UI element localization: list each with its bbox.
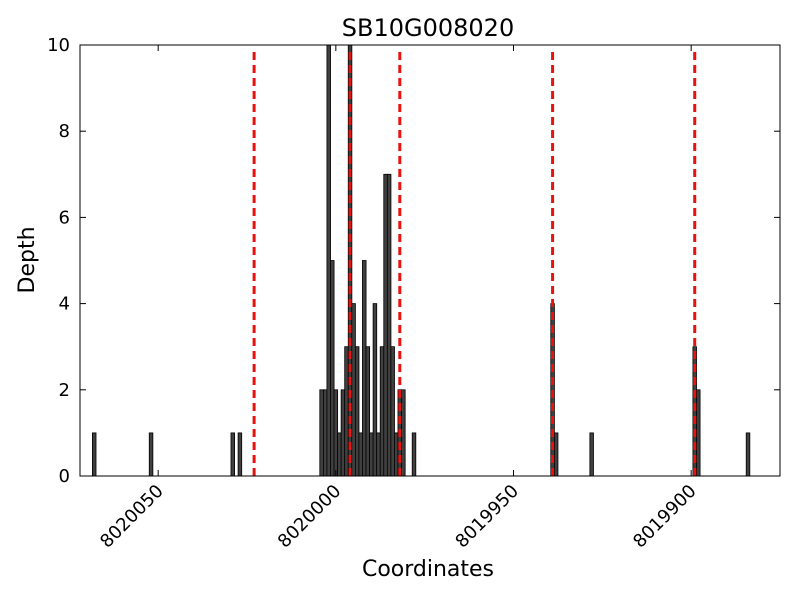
y-axis-title: Depth	[15, 226, 40, 293]
depth-bar	[340, 389, 346, 477]
depth-bar	[383, 173, 388, 477]
depth-bar	[401, 389, 406, 477]
depth-bar	[589, 432, 594, 477]
x-axis-title: Coordinates	[362, 557, 494, 582]
depth-bar	[344, 346, 349, 477]
depth-bar	[696, 389, 701, 477]
chart-title: SB10G008020	[342, 14, 514, 42]
depth-bar	[386, 173, 392, 477]
x-tick-label: 8019900	[629, 481, 701, 553]
depth-bar	[322, 389, 328, 477]
depth-bar	[362, 260, 367, 477]
depth-bar	[230, 432, 235, 477]
depth-bar	[369, 432, 374, 477]
depth-bar	[333, 389, 339, 477]
depth-bar	[319, 389, 324, 477]
depth-bar	[365, 346, 371, 477]
depth-bar	[148, 432, 154, 477]
y-tick-label: 2	[59, 380, 70, 401]
plot-frame	[79, 44, 781, 477]
depth-bar	[351, 303, 356, 477]
y-tick-label: 4	[59, 294, 70, 315]
vlines-layer	[252, 51, 697, 476]
y-tick-label: 8	[59, 121, 70, 142]
depth-bar	[745, 432, 751, 477]
depth-bar	[358, 432, 363, 477]
depth-bar	[372, 303, 378, 477]
bars-layer	[92, 44, 751, 477]
depth-bar	[376, 432, 381, 477]
x-tick-label: 8020050	[96, 481, 168, 553]
y-tick-label: 6	[59, 207, 70, 228]
x-tick-label: 8019950	[451, 481, 523, 553]
depth-bar	[354, 346, 360, 477]
depth-bar	[92, 432, 97, 477]
depth-bar	[411, 432, 417, 477]
depth-bar	[326, 44, 331, 477]
depth-bar	[379, 346, 385, 477]
y-tick-label: 0	[59, 466, 70, 487]
depth-bar	[337, 432, 342, 477]
x-tick-label: 8020000	[274, 481, 346, 553]
depth-bar	[330, 260, 335, 477]
y-axis: 0 2 4 6 8 10	[47, 35, 780, 487]
depth-bar	[237, 432, 243, 477]
depth-bar	[390, 346, 395, 477]
y-tick-label: 10	[47, 35, 70, 56]
depth-bar	[553, 432, 559, 477]
depth-bar	[394, 432, 399, 477]
